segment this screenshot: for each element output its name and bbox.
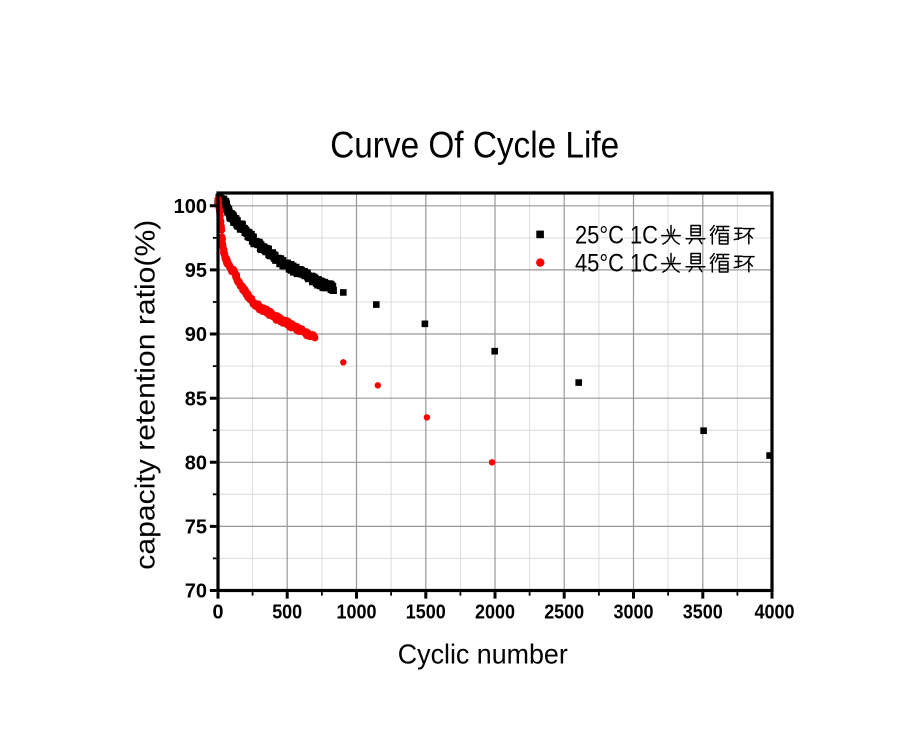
svg-text:95: 95 xyxy=(185,260,207,282)
svg-text:3500: 3500 xyxy=(683,602,723,624)
svg-text:75: 75 xyxy=(185,517,207,539)
svg-text:1000: 1000 xyxy=(337,602,377,624)
svg-text:Cyclic number: Cyclic number xyxy=(398,639,568,670)
svg-text:2500: 2500 xyxy=(544,602,584,624)
svg-text:100: 100 xyxy=(174,196,207,218)
svg-text:1500: 1500 xyxy=(406,602,446,624)
svg-text:25°C 1C: 25°C 1C xyxy=(575,222,658,250)
svg-text:capacity retention ratio(%): capacity retention ratio(%) xyxy=(130,220,161,570)
svg-text:85: 85 xyxy=(185,388,207,410)
svg-text:4000: 4000 xyxy=(755,602,795,624)
svg-text:2000: 2000 xyxy=(475,602,515,624)
svg-text:0: 0 xyxy=(213,602,224,624)
svg-text:80: 80 xyxy=(185,453,207,475)
svg-text:45°C 1C: 45°C 1C xyxy=(575,250,658,278)
svg-text:70: 70 xyxy=(185,581,207,603)
svg-text:Curve Of Cycle Life: Curve Of Cycle Life xyxy=(330,125,619,166)
svg-text:500: 500 xyxy=(272,602,302,624)
svg-text:3000: 3000 xyxy=(614,602,654,624)
svg-text:90: 90 xyxy=(185,324,207,346)
